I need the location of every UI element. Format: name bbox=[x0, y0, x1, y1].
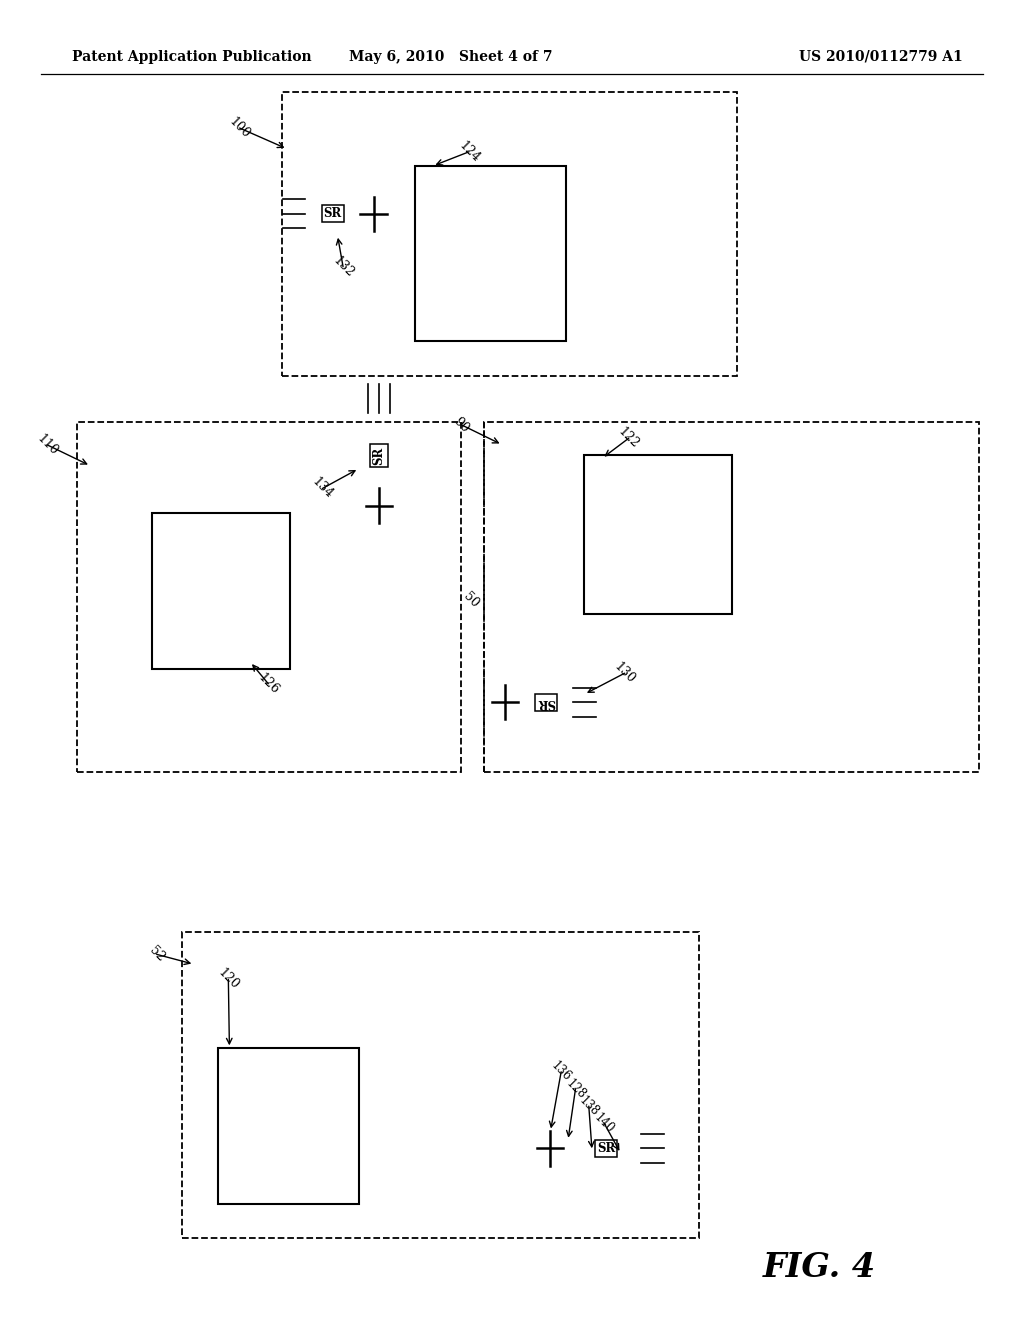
Text: 130: 130 bbox=[611, 660, 638, 686]
Text: SR: SR bbox=[537, 696, 555, 709]
Text: 52: 52 bbox=[146, 944, 167, 965]
Bar bbox=[182, 932, 699, 1238]
Text: 140: 140 bbox=[592, 1111, 616, 1135]
Text: 110: 110 bbox=[34, 432, 60, 458]
Bar bbox=[77, 422, 461, 772]
Text: 122: 122 bbox=[615, 425, 642, 451]
Text: 90: 90 bbox=[452, 414, 472, 436]
Text: 136: 136 bbox=[549, 1060, 573, 1084]
Text: SR: SR bbox=[373, 446, 385, 465]
Text: 50: 50 bbox=[461, 590, 481, 611]
Text: Patent Application Publication: Patent Application Publication bbox=[72, 50, 311, 63]
Bar bbox=[218, 1048, 359, 1204]
Text: US 2010/0112779 A1: US 2010/0112779 A1 bbox=[799, 50, 963, 63]
Text: 138: 138 bbox=[577, 1094, 601, 1118]
Text: May 6, 2010   Sheet 4 of 7: May 6, 2010 Sheet 4 of 7 bbox=[349, 50, 552, 63]
Text: 128: 128 bbox=[563, 1077, 588, 1101]
Bar bbox=[484, 422, 979, 772]
Text: FIG. 4: FIG. 4 bbox=[763, 1251, 876, 1283]
Text: 132: 132 bbox=[330, 253, 356, 280]
Text: SR: SR bbox=[597, 1142, 615, 1155]
Text: SR: SR bbox=[324, 207, 342, 220]
Bar bbox=[152, 513, 290, 669]
Bar bbox=[282, 92, 737, 376]
Bar bbox=[415, 166, 566, 341]
Text: 126: 126 bbox=[255, 671, 282, 697]
Text: 134: 134 bbox=[309, 475, 336, 502]
Bar bbox=[584, 455, 732, 614]
Text: 100: 100 bbox=[226, 115, 253, 141]
Text: 124: 124 bbox=[456, 139, 482, 165]
Text: 120: 120 bbox=[215, 966, 242, 993]
